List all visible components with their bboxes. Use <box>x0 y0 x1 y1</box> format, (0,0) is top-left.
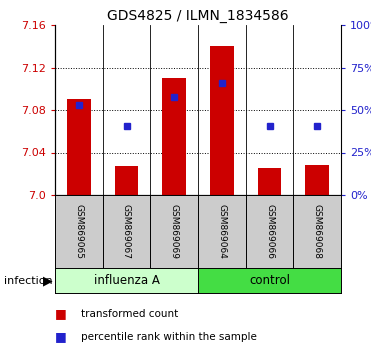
Text: ■: ■ <box>55 330 67 343</box>
Text: GSM869065: GSM869065 <box>74 204 83 259</box>
Text: control: control <box>249 274 290 287</box>
Text: infection: infection <box>4 275 52 285</box>
Text: ■: ■ <box>55 307 67 320</box>
Text: transformed count: transformed count <box>81 309 178 319</box>
Title: GDS4825 / ILMN_1834586: GDS4825 / ILMN_1834586 <box>107 8 289 23</box>
Bar <box>305 165 329 195</box>
Bar <box>115 166 138 195</box>
Text: GSM869064: GSM869064 <box>217 204 226 259</box>
Bar <box>210 46 234 195</box>
Bar <box>257 169 282 195</box>
Text: ▶: ▶ <box>43 274 52 287</box>
Text: percentile rank within the sample: percentile rank within the sample <box>81 332 257 342</box>
Bar <box>67 99 91 195</box>
Text: GSM869067: GSM869067 <box>122 204 131 259</box>
Text: GSM869066: GSM869066 <box>265 204 274 259</box>
Text: GSM869069: GSM869069 <box>170 204 179 259</box>
Text: influenza A: influenza A <box>93 274 160 287</box>
Text: GSM869068: GSM869068 <box>313 204 322 259</box>
Bar <box>162 78 186 195</box>
